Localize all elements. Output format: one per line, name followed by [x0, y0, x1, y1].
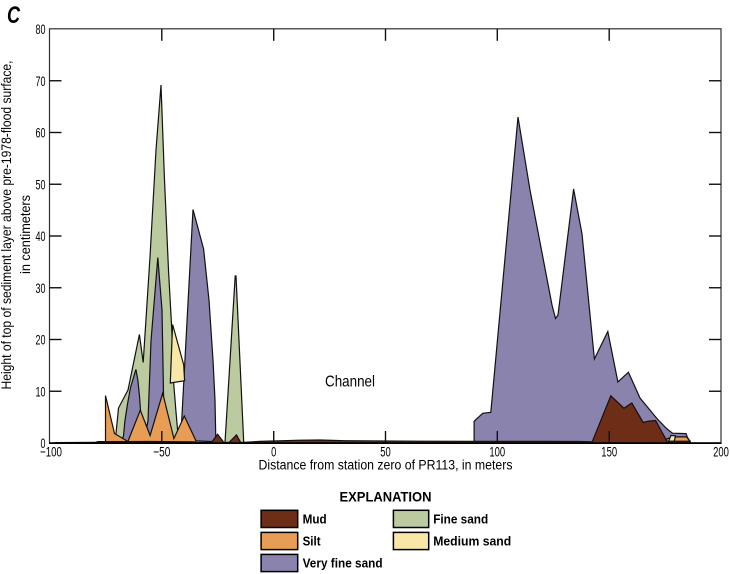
svg-text:30: 30	[36, 280, 46, 296]
svg-text:Very fine sand: Very fine sand	[303, 556, 383, 571]
svg-text:in centimeters: in centimeters	[17, 195, 33, 274]
svg-text:EXPLANATION: EXPLANATION	[340, 488, 432, 504]
svg-text:Silt: Silt	[303, 534, 322, 549]
svg-text:10: 10	[36, 383, 46, 399]
svg-text:Channel: Channel	[325, 374, 375, 391]
svg-text:0: 0	[41, 435, 46, 451]
svg-text:20: 20	[36, 332, 46, 348]
svg-text:200: 200	[713, 444, 729, 460]
svg-text:70: 70	[36, 73, 46, 89]
svg-text:50: 50	[380, 444, 391, 460]
svg-text:60: 60	[36, 125, 46, 141]
svg-text:0: 0	[271, 444, 276, 460]
svg-text:Distance from station zero of: Distance from station zero of PR113, in …	[259, 458, 513, 473]
svg-text:Medium sand: Medium sand	[433, 534, 511, 549]
svg-text:100: 100	[489, 444, 505, 460]
svg-text:C: C	[7, 2, 20, 29]
svg-text:80: 80	[36, 21, 46, 37]
svg-text:Height of top of sediment laye: Height of top of sediment layer above pr…	[0, 61, 14, 390]
svg-text:−50: −50	[153, 444, 170, 460]
svg-text:50: 50	[36, 176, 46, 192]
svg-text:Fine sand: Fine sand	[433, 512, 488, 527]
svg-text:Mud: Mud	[303, 512, 327, 527]
svg-text:150: 150	[601, 444, 617, 460]
svg-text:40: 40	[36, 228, 46, 244]
svg-text:−100: −100	[40, 444, 62, 460]
